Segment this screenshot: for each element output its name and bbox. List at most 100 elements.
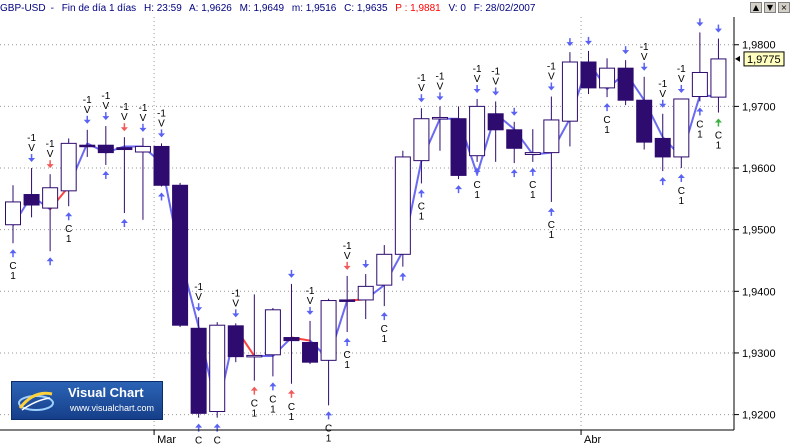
y-tick-label: 1,9700	[742, 101, 776, 113]
up-arrow-icon	[120, 219, 128, 228]
candles-layer	[5, 32, 727, 418]
scroll-up-button[interactable]: ▲	[750, 2, 762, 13]
up-arrow-icon	[195, 423, 203, 432]
signal-label: 1	[716, 141, 722, 152]
y-tick-label: 1,9300	[742, 348, 776, 360]
signal-label: C	[344, 350, 351, 361]
y-tick-label: 1,9800	[742, 40, 776, 52]
signal-label: V	[307, 296, 314, 307]
down-arrow-icon	[584, 36, 592, 45]
signal-label: -1	[83, 95, 92, 106]
candle-body	[190, 327, 207, 414]
down-arrow-icon	[343, 261, 351, 270]
up-arrow-icon	[269, 382, 277, 391]
signal-label: V	[418, 83, 425, 94]
header-v: V: 0	[448, 3, 466, 14]
signal-label: -1	[417, 73, 426, 84]
signal-label: V	[102, 101, 109, 112]
candle-body	[264, 309, 281, 356]
signal-label: 1	[549, 230, 555, 241]
up-arrow-icon	[659, 177, 667, 186]
signal-label: 1	[530, 190, 536, 201]
signal-label: -1	[436, 71, 445, 82]
up-arrow-icon	[287, 389, 295, 398]
down-arrow-icon	[46, 160, 54, 169]
signal-label: -1	[658, 79, 667, 90]
up-arrow-icon	[529, 167, 537, 176]
signal-label: V	[492, 76, 499, 87]
candle-body	[42, 187, 59, 209]
candle-body	[283, 337, 300, 342]
signal-label: V	[121, 112, 128, 123]
overlay-line-layer	[12, 61, 719, 412]
candle-body	[431, 116, 448, 120]
candle-body	[413, 118, 430, 162]
signal-label: V	[437, 81, 444, 92]
down-arrow-icon	[232, 309, 240, 318]
signal-label: 1	[419, 211, 425, 222]
scroll-down-button[interactable]: ▼	[764, 2, 776, 13]
last-value-label: 1,9775	[747, 54, 781, 66]
candle-body	[524, 152, 541, 155]
down-arrow-icon	[287, 269, 295, 278]
up-arrow-icon	[473, 167, 481, 176]
down-arrow-icon	[659, 99, 667, 108]
signal-label: -1	[194, 282, 203, 293]
signal-label: V	[548, 72, 555, 83]
signal-label: -1	[120, 102, 129, 113]
x-tick-label: Mar	[157, 434, 176, 446]
signal-label: C	[214, 436, 221, 447]
candle-body	[469, 105, 486, 157]
candle-body	[5, 201, 21, 226]
signal-label: C	[269, 394, 276, 405]
candle-body	[320, 300, 337, 361]
x-tick-label: Abr	[584, 434, 601, 446]
signal-label: -1	[547, 62, 556, 73]
signal-label: -1	[640, 42, 649, 53]
candle-body	[153, 145, 170, 186]
signal-label: 1	[10, 271, 16, 282]
signal-label: V	[641, 52, 648, 63]
up-arrow-icon	[325, 411, 333, 420]
up-arrow-icon	[455, 185, 463, 194]
up-arrow-icon	[343, 337, 351, 346]
signal-label: V	[28, 143, 35, 154]
signal-label: -1	[473, 64, 482, 75]
down-arrow-icon	[677, 84, 685, 93]
down-arrow-icon	[622, 46, 630, 55]
candle-body	[209, 324, 226, 413]
down-arrow-icon	[696, 18, 704, 27]
signal-label: -1	[343, 241, 352, 252]
signal-label: 1	[66, 234, 72, 245]
up-arrow-icon	[102, 170, 110, 179]
candle-body	[673, 98, 690, 158]
signal-label: -1	[491, 66, 500, 77]
candle-body	[79, 144, 96, 148]
signal-label: C	[548, 220, 555, 231]
down-arrow-icon	[306, 306, 314, 315]
down-arrow-icon	[714, 24, 722, 33]
candle-body	[97, 144, 114, 154]
signal-label: V	[47, 149, 54, 160]
candle-body	[506, 129, 523, 149]
candle-body	[691, 71, 708, 98]
signal-label: V	[344, 251, 351, 262]
candle-body	[23, 194, 40, 206]
candle-body	[116, 147, 133, 151]
up-arrow-icon	[547, 207, 555, 216]
signal-label: V	[84, 105, 91, 116]
candle-body	[376, 253, 393, 286]
down-arrow-icon	[417, 94, 425, 103]
up-arrow-icon	[603, 103, 611, 112]
candle-body	[617, 67, 634, 101]
header-p: P : 1,9881	[395, 3, 441, 14]
down-arrow-icon	[640, 62, 648, 71]
close-button[interactable]: ×	[778, 2, 790, 13]
signal-label: 1	[697, 129, 703, 140]
signal-label: C	[529, 180, 536, 191]
signal-label: V	[232, 298, 239, 309]
y-tick-label: 1,9600	[742, 163, 776, 175]
signal-label: -1	[27, 133, 36, 144]
